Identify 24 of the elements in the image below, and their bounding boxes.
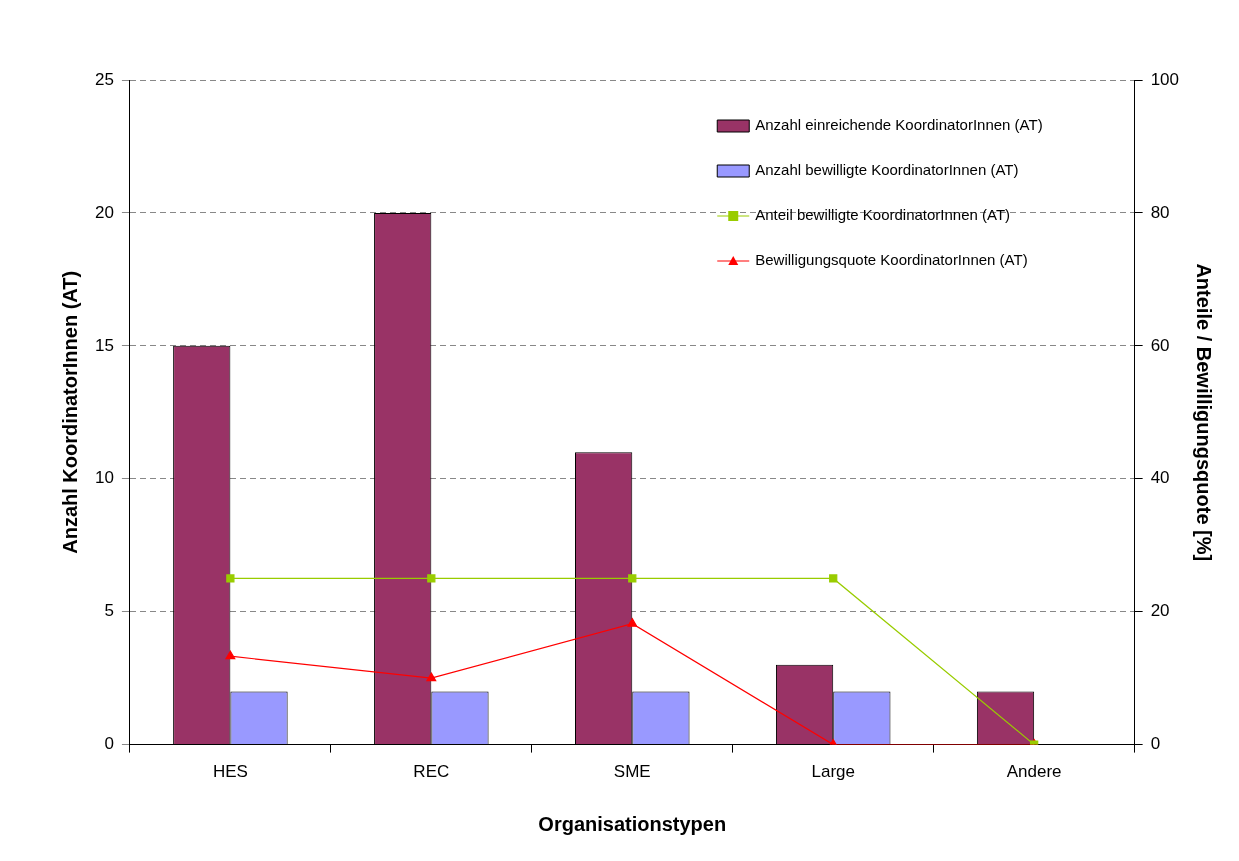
x-tick-label: Large	[811, 762, 855, 782]
y-tick-label: 10	[94, 468, 114, 488]
x-axis-title: Organisationstypen	[538, 812, 727, 835]
y-tick-label: 15	[94, 335, 114, 355]
y2-tick-label: 40	[1150, 468, 1170, 488]
legend-label: Anzahl bewilligte KoordinatorInnen (AT)	[755, 161, 1019, 179]
y2-axis-title: Anteile / Bewilligungsquote [%]	[1193, 263, 1216, 562]
y-axis-title: Anzahl KoordinatorInnen (AT)	[58, 270, 81, 554]
y2-tick-label: 80	[1150, 202, 1170, 222]
x-tick-label: Andere	[1006, 762, 1062, 782]
legend-label: Bewilligungsquote KoordinatorInnen (AT)	[755, 251, 1028, 269]
x-tick-label: HES	[212, 762, 248, 782]
y2-tick-label: 0	[1150, 734, 1161, 754]
y2-tick-label: 100	[1150, 69, 1180, 89]
y-tick-label: 5	[104, 601, 114, 621]
legend-label: Anteil bewilligte KoordinatorInnen (AT)	[755, 206, 1011, 224]
legend-label: Anzahl einreichende KoordinatorInnen (AT)	[755, 116, 1043, 134]
y2-tick-label: 60	[1150, 335, 1170, 355]
y2-tick-label: 20	[1150, 601, 1170, 621]
y-tick-label: 20	[94, 202, 114, 222]
y-tick-label: 25	[94, 69, 114, 89]
x-tick-label: SME	[613, 762, 651, 782]
x-tick-label: REC	[413, 762, 450, 782]
y-tick-label: 0	[104, 734, 114, 754]
